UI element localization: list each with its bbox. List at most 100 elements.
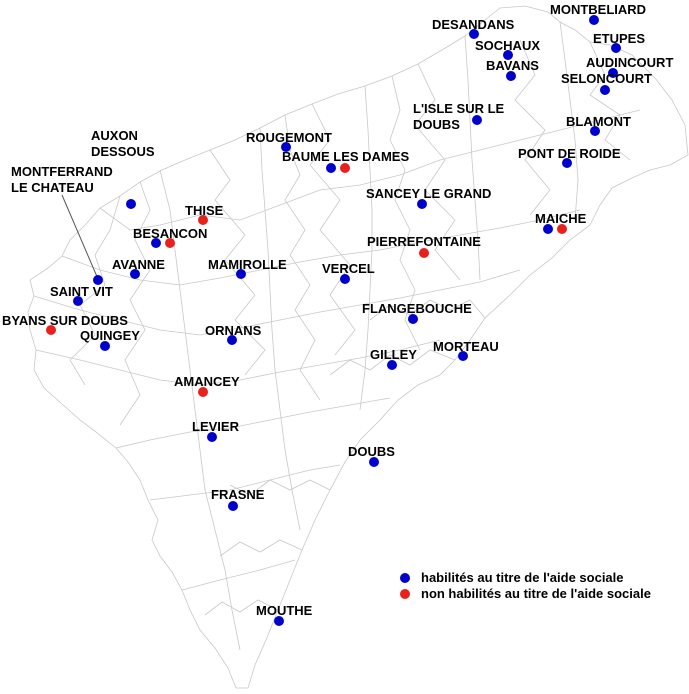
label-mamirolle: MAMIROLLE [208,257,287,272]
marker-thise[interactable] [198,215,208,225]
marker-mamirolle[interactable] [236,269,246,279]
marker-sochaux[interactable] [503,50,513,60]
label-seloncourt: SELONCOURT [561,71,652,86]
marker-levier[interactable] [207,432,217,442]
commune-border [589,41,631,161]
label-blamont: BLAMONT [566,114,631,129]
label-montferrand-1: MONTFERRAND [11,164,113,179]
label-rougemont: ROUGEMONT [246,130,332,145]
label-mouthe: MOUTHE [256,603,313,618]
commune-border [514,39,551,216]
commune-border [35,339,441,386]
marker-mouthe[interactable] [274,616,284,626]
commune-border [329,349,456,376]
label-morteau: MORTEAU [433,339,499,354]
legend-non-habilite-swatch [400,589,410,599]
marker-pierrefontaine[interactable] [419,248,429,258]
label-etupes: ETUPES [593,31,645,46]
marker-auxon-dessous[interactable] [126,199,136,209]
label-lisle-2: DOUBS [413,117,460,132]
label-levier: LEVIER [192,419,240,434]
marker-maiche-non[interactable] [557,224,567,234]
commune-border [33,269,521,336]
map-borders [27,5,689,689]
label-byans-sur-doubs: BYANS SUR DOUBS [2,313,128,328]
legend: habilités au titre de l'aide sociale non… [400,570,651,601]
commune-border [229,479,331,496]
marker-byans-sur-doubs[interactable] [46,325,56,335]
label-quingey: QUINGEY [80,328,140,343]
label-auxon-2: DESSOUS [91,144,155,159]
non-habilite-markers [46,163,567,397]
legend-habilite-label: habilités au titre de l'aide sociale [421,570,624,585]
commune-border [284,114,321,401]
habilite-markers [73,15,621,626]
commune-border [309,103,356,356]
label-thise: THISE [185,203,224,218]
marker-besancon[interactable] [151,238,161,248]
marker-doubs[interactable] [369,457,379,467]
label-lisle-1: L'ISLE SUR LE [413,101,505,116]
label-gilley: GILLEY [370,347,417,362]
commune-border [204,599,279,616]
marker-besancon-non[interactable] [165,238,175,248]
montferrand-leader-line [61,194,99,280]
marker-baume-les-dames-non[interactable] [340,163,350,173]
label-montbeliard: MONTBELIARD [550,2,646,17]
marker-bavans[interactable] [506,71,516,81]
commune-border [149,464,341,501]
marker-montferrand-le-chateau[interactable] [93,275,103,285]
legend-non-habilite-label: non habilités au titre de l'aide sociale [421,586,651,601]
label-pont-de-roide: PONT DE ROIDE [518,146,621,161]
marker-audincourt[interactable] [608,68,618,78]
label-avanne: AVANNE [112,257,165,272]
label-sancey-le-grand: SANCEY LE GRAND [366,186,491,201]
marker-flangebouche[interactable] [408,314,418,324]
marker-frasne[interactable] [228,501,238,511]
commune-border [159,169,241,651]
commune-border [414,63,461,281]
marker-morteau[interactable] [458,351,468,361]
marker-rougemont[interactable] [281,142,291,152]
commune-border [389,75,421,351]
marker-sancey-le-grand[interactable] [417,199,427,209]
marker-pont-de-roide[interactable] [562,158,572,168]
label-montferrand-2: LE CHATEAU [11,180,94,195]
label-amancey: AMANCEY [174,374,240,389]
department-outline [27,5,689,689]
marker-blamont[interactable] [590,126,600,136]
commune-border [99,109,641,231]
marker-saint-vit[interactable] [73,296,83,306]
commune-border [181,559,296,591]
town-labels: MONTBELIARD DESANDANS SOCHAUX ETUPES BAV… [2,2,673,618]
marker-maiche[interactable] [543,224,553,234]
marker-amancey[interactable] [198,387,208,397]
label-ornans: ORNANS [205,323,262,338]
marker-etupes[interactable] [611,43,621,53]
marker-baume-les-dames[interactable] [326,163,336,173]
marker-montbeliard[interactable] [589,15,599,25]
marker-seloncourt[interactable] [600,85,610,95]
commune-border [464,35,481,281]
marker-quingey[interactable] [100,341,110,351]
label-bavans: BAVANS [486,58,539,73]
label-doubs: DOUBS [348,444,395,459]
label-besancon: BESANCON [133,226,207,241]
marker-vercel[interactable] [340,274,350,284]
marker-gilley[interactable] [387,360,397,370]
commune-border [259,127,301,531]
label-maiche: MAICHE [535,211,587,226]
marker-ornans[interactable] [227,335,237,345]
label-vercel: VERCEL [322,261,375,276]
label-saint-vit: SAINT VIT [50,284,113,299]
commune-border [359,85,373,411]
commune-border [69,195,121,386]
marker-avanne[interactable] [130,269,140,279]
marker-lisle-sur-le-doubs[interactable] [472,115,482,125]
label-audincourt: AUDINCOURT [586,55,673,70]
commune-border [219,539,303,557]
marker-desandans[interactable] [469,29,479,39]
label-pierrefontaine: PIERREFONTAINE [367,234,481,249]
commune-border [115,397,391,449]
